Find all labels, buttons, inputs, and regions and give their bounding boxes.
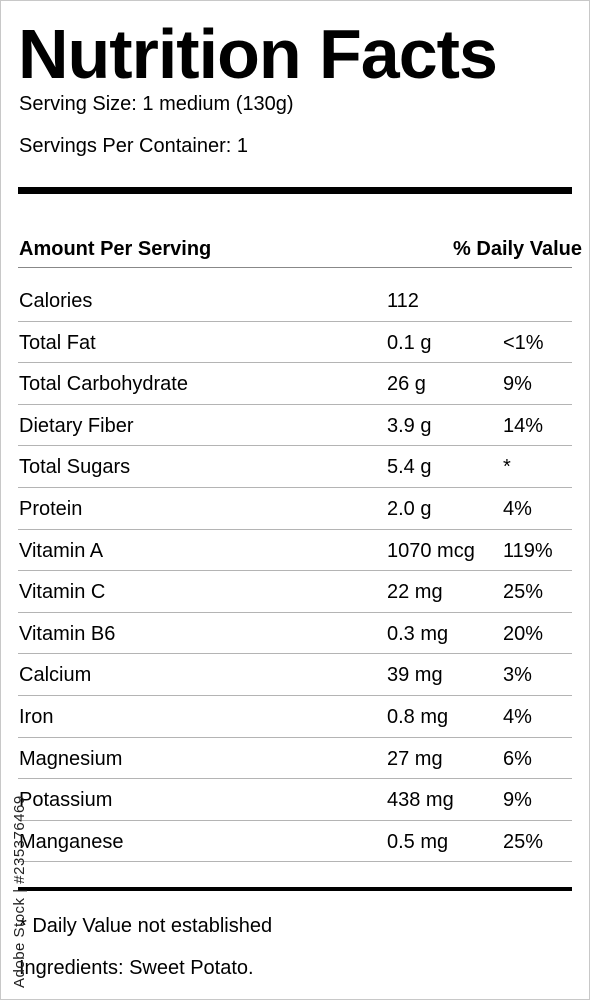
amount-per-serving-header: Amount Per Serving: [19, 238, 212, 260]
nutrient-row: Total Carbohydrate 26 g 9%: [18, 363, 572, 405]
nutrient-name: Protein: [19, 497, 83, 520]
nutrient-amount: 39 mg: [387, 664, 443, 687]
nutrient-name: Calories: [19, 290, 93, 312]
footer-divider: [18, 887, 572, 891]
nutrient-row: Protein 2.0 g 4%: [18, 488, 572, 530]
stock-watermark-text: Adobe Stock | #235376469: [11, 795, 28, 988]
nutrient-row: Dietary Fiber 3.9 g 14%: [18, 405, 572, 447]
nutrient-daily-value: 9%: [503, 373, 532, 396]
nutrient-row: Calories 112: [18, 280, 572, 322]
nutrient-name: Manganese: [19, 830, 124, 853]
nutrient-amount: 1070 mcg: [387, 539, 475, 562]
nutrient-row: Vitamin C 22 mg 25%: [18, 571, 572, 613]
nutrient-daily-value: 9%: [503, 789, 532, 812]
servings-per-container: Servings Per Container: 1: [19, 135, 249, 157]
nutrient-daily-value: 119%: [503, 539, 553, 562]
nutrient-amount: 3.9 g: [387, 414, 432, 437]
daily-value-header: % Daily Value: [453, 238, 582, 260]
nutrient-name: Iron: [19, 705, 54, 728]
nutrient-row: Total Sugars 5.4 g *: [18, 446, 572, 488]
serving-size: Serving Size: 1 medium (130g): [19, 93, 294, 115]
ingredients-line: Ingredients: Sweet Potato.: [19, 957, 254, 979]
nutrient-name: Calcium: [19, 664, 92, 687]
nutrient-row: Vitamin A 1070 mcg 119%: [18, 530, 572, 572]
nutrient-name: Dietary Fiber: [19, 414, 134, 437]
thick-divider: [18, 187, 572, 194]
nutrient-name: Total Sugars: [19, 456, 131, 479]
nutrient-daily-value: 4%: [503, 705, 532, 728]
nutrient-row: Manganese 0.5 mg 25%: [18, 821, 572, 863]
nutrient-amount: 438 mg: [387, 789, 454, 812]
nutrient-amount: 5.4 g: [387, 456, 432, 479]
nutrient-amount: 0.3 mg: [387, 622, 449, 645]
nutrient-name: Vitamin A: [19, 539, 104, 562]
nutrient-amount: 112: [387, 290, 419, 312]
header-divider: [18, 267, 572, 268]
nutrient-amount: 0.1 g: [387, 331, 432, 354]
nutrient-daily-value: 14%: [503, 414, 544, 437]
nutrient-table: Calories 112 Total Fat 0.1 g <1% Total Carb…: [18, 280, 572, 863]
page-title: Nutrition Facts: [18, 15, 498, 93]
nutrient-amount: 0.8 mg: [387, 705, 449, 728]
nutrient-row: Magnesium 27 mg 6%: [18, 738, 572, 780]
nutrient-name: Potassium: [19, 789, 113, 812]
nutrient-daily-value: 4%: [503, 497, 532, 520]
nutrient-name: Total Fat: [19, 331, 96, 354]
nutrient-name: Magnesium: [19, 747, 123, 770]
nutrient-amount: 27 mg: [387, 747, 443, 770]
nutrient-name: Total Carbohydrate: [19, 373, 188, 396]
nutrient-row: Iron 0.8 mg 4%: [18, 696, 572, 738]
nutrient-amount: 26 g: [387, 373, 426, 396]
nutrient-name: Vitamin C: [19, 581, 106, 604]
stock-watermark: Adobe Stock | #235376469: [6, 748, 30, 988]
nutrient-amount: 22 mg: [387, 581, 443, 604]
nutrient-daily-value: 25%: [503, 581, 544, 604]
nutrient-daily-value: 25%: [503, 830, 544, 853]
nutrient-daily-value: <1%: [503, 331, 544, 354]
nutrient-row: Potassium 438 mg 9%: [18, 779, 572, 821]
nutrient-daily-value: 20%: [503, 622, 544, 645]
nutrient-daily-value: 6%: [503, 747, 532, 770]
nutrient-row: Total Fat 0.1 g <1%: [18, 322, 572, 364]
nutrient-row: Vitamin B6 0.3 mg 20%: [18, 613, 572, 655]
daily-value-footnote: * Daily Value not established: [19, 915, 273, 937]
nutrient-daily-value: *: [503, 456, 511, 479]
nutrient-name: Vitamin B6: [19, 622, 116, 645]
nutrient-daily-value: 3%: [503, 664, 532, 687]
nutrient-row: Calcium 39 mg 3%: [18, 654, 572, 696]
nutrient-amount: 0.5 mg: [387, 830, 449, 853]
nutrient-amount: 2.0 g: [387, 497, 432, 520]
